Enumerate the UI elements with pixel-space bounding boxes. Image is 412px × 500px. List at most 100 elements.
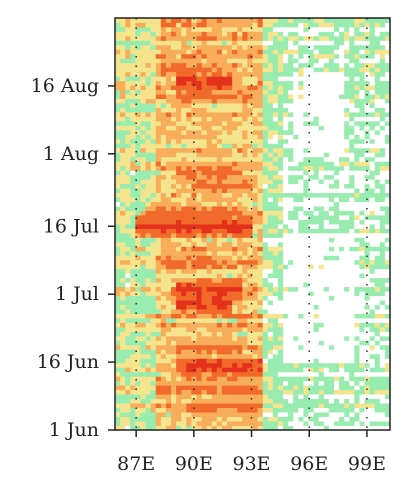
heatmap-cell	[232, 394, 238, 400]
heatmap-cell	[227, 268, 233, 274]
heatmap-cell	[257, 143, 264, 149]
heatmap-cell	[211, 201, 218, 207]
heatmap-cell	[354, 246, 360, 252]
heatmap-cell	[288, 309, 294, 314]
heatmap-cell	[186, 94, 192, 100]
heatmap-cell	[288, 58, 294, 64]
heatmap-cell	[227, 94, 233, 100]
heatmap-cell	[227, 237, 233, 243]
heatmap-cell	[369, 53, 376, 59]
heatmap-cell	[379, 255, 386, 261]
heatmap-cell	[384, 412, 391, 417]
heatmap-cell	[328, 103, 335, 108]
heatmap-cell	[115, 179, 121, 185]
heatmap-cell	[323, 282, 330, 288]
heatmap-cell	[283, 255, 289, 261]
heatmap-cell	[221, 219, 228, 225]
heatmap-cell	[181, 232, 187, 238]
heatmap-cell	[130, 152, 136, 158]
heatmap-cell	[145, 412, 152, 417]
heatmap-cell	[379, 40, 386, 46]
heatmap-cell	[242, 241, 248, 247]
heatmap-cell	[145, 407, 152, 413]
heatmap-cell	[252, 197, 258, 203]
heatmap-cell	[374, 327, 381, 332]
heatmap-cell	[242, 255, 248, 261]
heatmap-cell	[272, 398, 279, 404]
heatmap-cell	[267, 228, 274, 234]
heatmap-cell	[384, 291, 391, 297]
heatmap-cell	[267, 335, 274, 341]
heatmap-cell	[267, 58, 274, 64]
heatmap-cell	[354, 322, 360, 328]
heatmap-cell	[206, 273, 213, 279]
heatmap-cell	[196, 304, 202, 310]
heatmap-cell	[262, 161, 269, 167]
heatmap-cell	[277, 103, 284, 108]
heatmap-cell	[237, 295, 243, 301]
heatmap-cell	[160, 421, 167, 426]
heatmap-cell	[216, 385, 223, 391]
heatmap-cell	[333, 394, 340, 400]
heatmap-cell	[257, 358, 264, 364]
heatmap-cell	[349, 403, 355, 409]
heatmap-cell	[115, 273, 121, 279]
heatmap-cell	[206, 232, 213, 238]
heatmap-cell	[267, 22, 274, 28]
heatmap-cell	[115, 165, 121, 171]
heatmap-cell	[313, 304, 320, 310]
heatmap-cell	[288, 389, 294, 395]
heatmap-cell	[186, 389, 192, 395]
heatmap-cell	[232, 18, 238, 23]
heatmap-cell	[237, 152, 243, 158]
heatmap-cell	[313, 26, 320, 32]
heatmap-cell	[328, 183, 335, 189]
heatmap-cell	[206, 228, 213, 234]
heatmap-cell	[206, 210, 213, 216]
heatmap-cell	[303, 210, 309, 216]
heatmap-cell	[227, 376, 233, 382]
heatmap-cell	[145, 255, 152, 261]
heatmap-cell	[125, 259, 131, 265]
heatmap-cell	[359, 367, 365, 373]
heatmap-cell	[232, 103, 238, 108]
heatmap-cell	[120, 344, 126, 350]
heatmap-cell	[272, 282, 279, 288]
heatmap-cell	[130, 264, 136, 270]
heatmap-cell	[277, 98, 284, 104]
heatmap-cell	[221, 291, 228, 297]
heatmap-cell	[293, 353, 299, 359]
heatmap-cell	[196, 165, 202, 171]
heatmap-cell	[237, 103, 243, 108]
heatmap-cell	[339, 344, 345, 350]
heatmap-cell	[349, 398, 355, 404]
heatmap-cell	[191, 58, 197, 64]
heatmap-cell	[160, 80, 167, 86]
heatmap-cell	[272, 309, 279, 314]
heatmap-cell	[186, 353, 192, 359]
heatmap-cell	[298, 53, 304, 59]
heatmap-cell	[303, 67, 309, 73]
heatmap-cell	[201, 259, 208, 265]
heatmap-cell	[257, 62, 264, 68]
heatmap-cell	[196, 192, 202, 198]
heatmap-cell	[359, 112, 365, 117]
heatmap-cell	[206, 174, 213, 180]
heatmap-cell	[237, 156, 243, 162]
heatmap-cell	[135, 421, 141, 426]
heatmap-cell	[196, 67, 202, 73]
heatmap-cell	[298, 403, 304, 409]
heatmap-cell	[130, 237, 136, 243]
heatmap-cell	[252, 206, 258, 211]
heatmap-cell	[308, 62, 315, 68]
heatmap-cell	[171, 273, 177, 279]
heatmap-cell	[176, 138, 182, 144]
heatmap-cell	[283, 49, 289, 55]
heatmap-cell	[359, 143, 365, 149]
heatmap-cell	[313, 371, 320, 377]
heatmap-cell	[339, 291, 345, 297]
heatmap-cell	[237, 40, 243, 46]
heatmap-cell	[176, 219, 182, 225]
heatmap-cell	[171, 210, 177, 216]
heatmap-cell	[384, 282, 391, 288]
